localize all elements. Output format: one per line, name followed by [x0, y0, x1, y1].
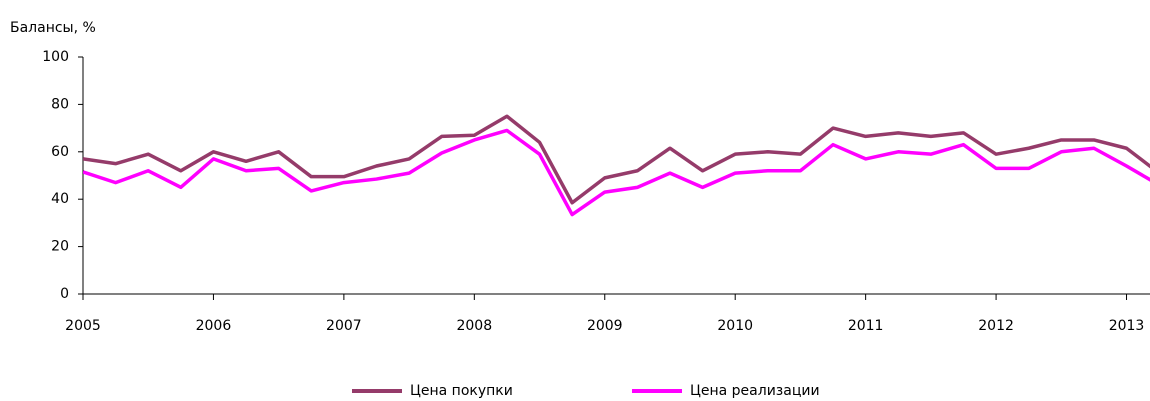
- x-tick-label: 2008: [456, 318, 492, 334]
- y-tick-label: 40: [51, 191, 69, 207]
- x-tick-label: 2005: [65, 318, 101, 334]
- y-tick-label: 20: [51, 239, 69, 255]
- plot-area: [83, 114, 1150, 217]
- y-tick-label: 100: [42, 49, 69, 65]
- y-tick-label: 80: [51, 96, 69, 112]
- legend-label: Цена реализации: [690, 383, 820, 399]
- y-axis-label: Балансы, %: [10, 20, 96, 36]
- x-tick-label: 2006: [196, 318, 232, 334]
- y-tick-label: 0: [60, 286, 69, 302]
- x-tick-label: 2011: [848, 318, 884, 334]
- x-tick-label: 2009: [587, 318, 623, 334]
- x-tick-label: 2010: [717, 318, 753, 334]
- y-tick-label: 60: [51, 144, 69, 160]
- x-tick-label: 2007: [326, 318, 362, 334]
- x-tick-label: 2013: [1109, 318, 1145, 334]
- x-tick-label: 2012: [978, 318, 1014, 334]
- series-line: [83, 128, 1150, 217]
- series-line: [83, 114, 1150, 205]
- legend-label: Цена покупки: [410, 383, 513, 399]
